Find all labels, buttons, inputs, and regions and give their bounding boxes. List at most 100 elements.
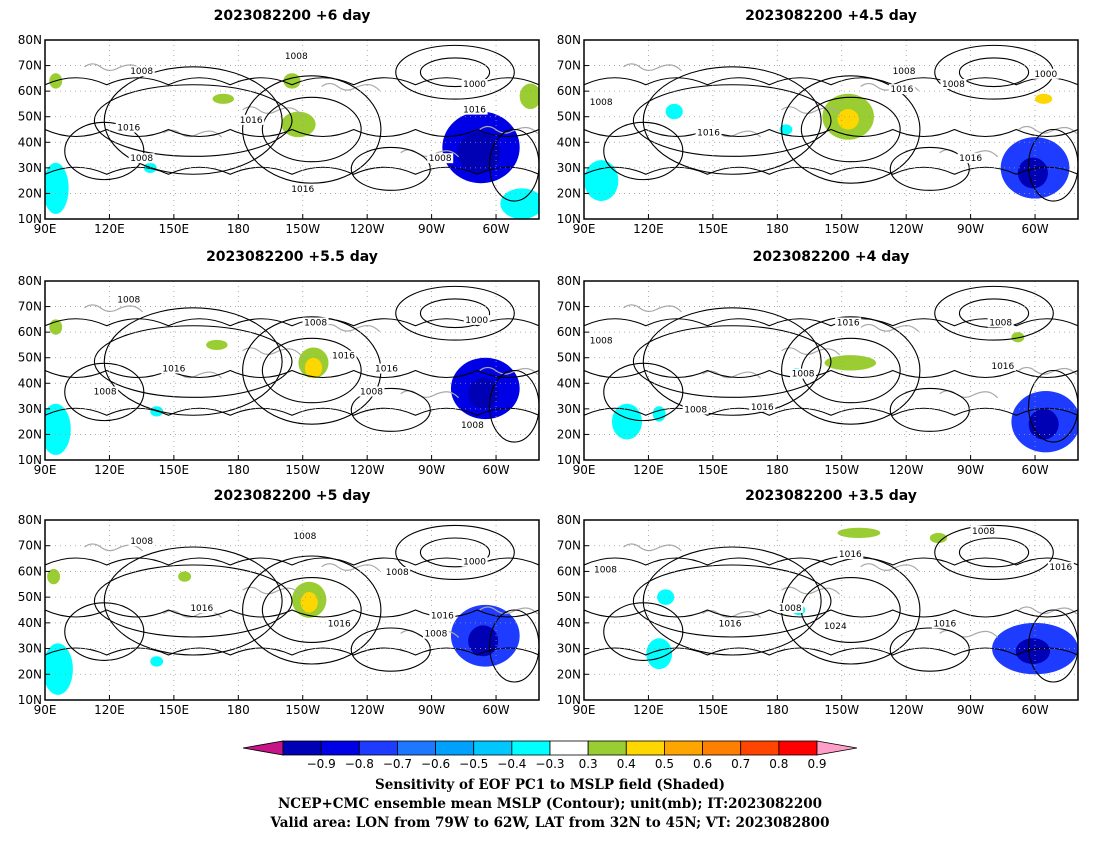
isobar-contour — [889, 387, 970, 432]
isobar-contour — [632, 325, 832, 398]
isobar-contour — [45, 407, 539, 416]
contour-label-bg — [92, 386, 119, 397]
y-tick-label: 30N — [557, 402, 581, 416]
sensitivity-shade — [665, 103, 683, 120]
y-tick-label: 30N — [557, 642, 581, 656]
contour-label-bg — [373, 363, 400, 374]
colorbar-bin — [625, 740, 665, 756]
y-tick-label: 70N — [18, 539, 42, 553]
panel-plot-area: 1008 1016 1008 1016 1008 1024 1016 1016 — [584, 520, 1078, 700]
sensitivity-shade — [611, 403, 642, 440]
colorbar-bin — [358, 740, 398, 756]
isobar-contour — [584, 369, 1078, 378]
y-tick-label: 40N — [18, 376, 42, 390]
contour-label-bg — [115, 294, 142, 305]
contour-label: 1008 — [360, 388, 383, 398]
contour-label-bg — [291, 531, 318, 541]
sensitivity-shade — [212, 93, 235, 104]
isobar-contour — [603, 602, 684, 661]
caption-line: Sensitivity of EOF PC1 to MSLP field (Sh… — [375, 777, 725, 793]
colorbar-tick-label: −0.8 — [345, 757, 374, 771]
contour-label: 1008 — [590, 336, 613, 346]
contour-label-bg — [749, 401, 776, 412]
isobar-contour — [350, 146, 431, 191]
sensitivity-shade — [1017, 157, 1048, 189]
colorbar-tick-label: 0.8 — [769, 757, 788, 771]
colorbar-bin — [320, 740, 360, 756]
contour-label-bg — [588, 96, 615, 107]
colorbar-tick-label: 0.7 — [731, 757, 750, 771]
x-tick-label: 90W — [957, 463, 984, 477]
sensitivity-shade — [45, 643, 73, 695]
x-tick-label: 150W — [824, 703, 859, 717]
isobar-contour — [350, 627, 431, 672]
isobar-contour — [261, 337, 362, 404]
isobar-contour — [584, 407, 1078, 416]
contour-label: 1016 — [751, 403, 774, 413]
colorbar-bin — [549, 740, 589, 756]
colorbar-max-arrow — [816, 740, 858, 756]
isobar-contour — [419, 298, 491, 329]
panel-frame — [44, 39, 540, 220]
y-tick-label: 60N — [18, 564, 42, 578]
panel-frame — [583, 39, 1079, 220]
isobar-contour — [958, 298, 1030, 329]
isobar-contour — [889, 627, 970, 672]
isobar-contour — [1028, 369, 1078, 443]
contour-label-bg — [891, 66, 918, 77]
x-tick-label: 120E — [633, 463, 664, 477]
y-tick-label: 20N — [557, 186, 581, 200]
isobar-contour — [584, 647, 1078, 656]
colorbar-bin — [664, 740, 703, 756]
y-tick-label: 80N — [557, 513, 581, 527]
y-tick-label: 50N — [18, 351, 42, 365]
map-panel-p6: 2023082200 +6 day10081008100010161016100… — [18, 8, 540, 236]
contour-label: 1008 — [293, 532, 316, 542]
contour-label: 1008 — [461, 421, 484, 431]
caption-line: Valid area: LON from 79W to 62W, LAT fro… — [270, 815, 830, 831]
isobar-contour — [395, 524, 515, 580]
contour-label-bg — [790, 368, 817, 379]
x-tick-label: 150W — [285, 222, 320, 236]
sensitivity-shade — [47, 568, 61, 585]
contour-label: 1008 — [130, 67, 153, 77]
contour-label-bg — [717, 618, 744, 629]
x-tick-label: 60W — [482, 703, 509, 717]
x-tick-label: 180 — [766, 463, 789, 477]
colorbar-tick-label: −0.6 — [421, 757, 450, 771]
contour-label: 1008 — [989, 318, 1012, 328]
y-tick-label: 70N — [18, 300, 42, 314]
contour-label: 1016 — [837, 318, 860, 328]
sensitivity-shade — [178, 571, 192, 582]
contour-label: 1016 — [959, 154, 982, 164]
contour-label-bg — [429, 610, 456, 621]
map-panel-p45: 2023082200 +4.5 day100810161008100010081… — [557, 8, 1079, 236]
y-tick-label: 10N — [557, 453, 581, 467]
contour-label: 1008 — [590, 98, 613, 108]
isobar-contour — [584, 166, 1078, 175]
isobar-contour — [45, 557, 539, 566]
contour-label-bg — [461, 556, 488, 567]
contour-label-bg — [888, 84, 915, 95]
y-tick-label: 50N — [18, 590, 42, 604]
y-tick-label: 80N — [18, 513, 42, 527]
y-tick-label: 40N — [557, 135, 581, 149]
sensitivity-shade — [304, 357, 323, 379]
x-tick-label: 90E — [34, 463, 57, 477]
isobar-contour — [584, 557, 1078, 566]
isobar-contour — [934, 285, 1054, 341]
x-tick-label: 180 — [227, 703, 250, 717]
contour-label: 1008 — [130, 154, 153, 164]
colorbar-bin — [702, 740, 742, 756]
isobar-contour — [603, 121, 684, 181]
panel-frame — [583, 519, 1079, 701]
contour-label-bg — [427, 153, 454, 164]
x-tick-label: 120W — [889, 222, 924, 236]
isobar-contour — [781, 316, 921, 425]
isobar-contour — [1028, 128, 1078, 202]
isobar-contour — [261, 577, 362, 643]
x-tick-label: 90E — [573, 222, 596, 236]
